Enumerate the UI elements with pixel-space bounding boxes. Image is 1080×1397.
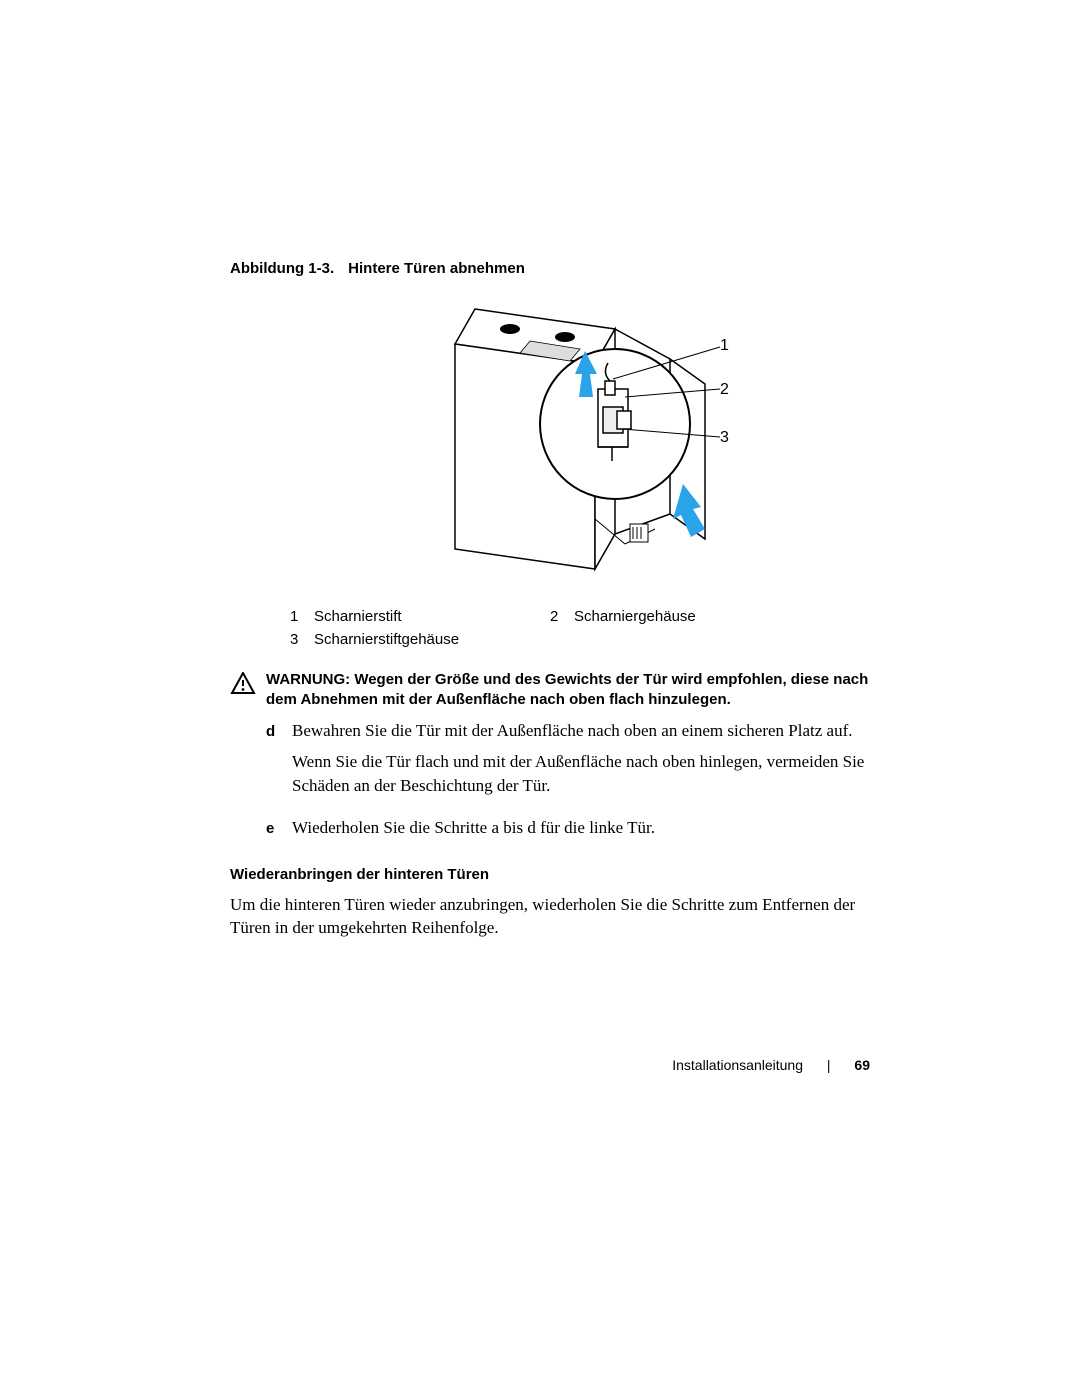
legend-num: 1 [290, 608, 314, 625]
step-letter: e [266, 816, 292, 848]
page-content: Abbildung 1-3. Hintere Türen abnehmen [230, 260, 870, 940]
figure-title: Hintere Türen abnehmen [348, 260, 525, 277]
legend-num: 3 [290, 631, 314, 648]
step-text: Bewahren Sie die Tür mit der Außenfläche… [292, 719, 870, 806]
callout-3: 3 [720, 429, 729, 447]
step-text: Wiederholen Sie die Schritte a bis d für… [292, 816, 655, 848]
figure-caption: Abbildung 1-3. Hintere Türen abnehmen [230, 260, 870, 277]
footer-doc-title: Installationsanleitung [672, 1057, 803, 1073]
step-para: Wiederholen Sie die Schritte a bis d für… [292, 816, 655, 840]
section-heading: Wiederanbringen der hinteren Türen [230, 866, 870, 883]
figure-legend: 1 Scharnierstift 2 Scharniergehäuse 3 Sc… [290, 608, 870, 654]
callout-1: 1 [720, 337, 729, 355]
figure-number: Abbildung 1-3. [230, 260, 334, 277]
step-letter: d [266, 719, 292, 806]
warning-body: Wegen der Größe und des Gewichts der Tür… [266, 671, 868, 708]
step-para: Bewahren Sie die Tür mit der Außenfläche… [292, 719, 870, 743]
footer-page-number: 69 [854, 1057, 870, 1073]
legend-label: Scharnierstift [314, 608, 402, 625]
callout-2: 2 [720, 381, 729, 399]
legend-num: 2 [550, 608, 574, 625]
figure-area: 1 2 3 [230, 289, 870, 594]
legend-item: 3 Scharnierstiftgehäuse [290, 631, 550, 648]
rack-door-diagram [365, 289, 735, 589]
step-e: e Wiederholen Sie die Schritte a bis d f… [266, 816, 870, 848]
legend-item: 1 Scharnierstift [290, 608, 550, 625]
warning-text: WARNUNG: Wegen der Größe und des Gewicht… [266, 670, 870, 711]
warning-label: WARNUNG: [266, 671, 350, 688]
legend-label: Scharniergehäuse [574, 608, 696, 625]
section-body: Um die hinteren Türen wieder anzubringen… [230, 893, 870, 941]
step-d: d Bewahren Sie die Tür mit der Außenfläc… [266, 719, 870, 806]
page-footer: Installationsanleitung | 69 [0, 1057, 870, 1073]
step-para: Wenn Sie die Tür flach und mit der Außen… [292, 750, 870, 798]
legend-item: 2 Scharniergehäuse [550, 608, 696, 625]
legend-label: Scharnierstiftgehäuse [314, 631, 459, 648]
warning-block: WARNUNG: Wegen der Größe und des Gewicht… [230, 670, 870, 711]
warning-triangle-icon [230, 672, 256, 694]
footer-divider: | [827, 1057, 831, 1073]
